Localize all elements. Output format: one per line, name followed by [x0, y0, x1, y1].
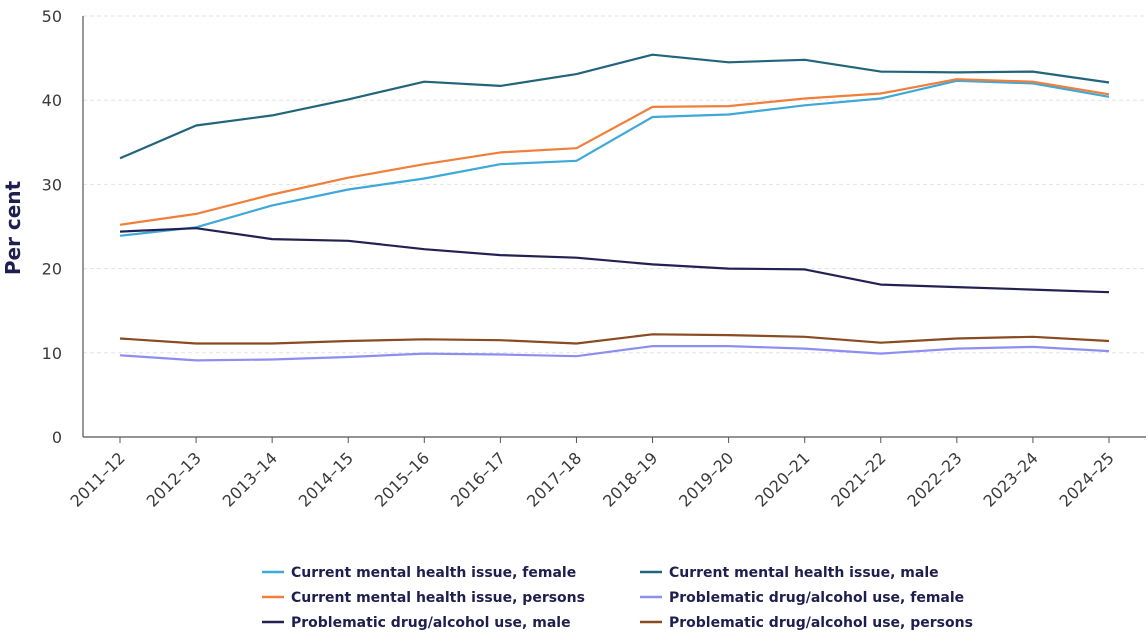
legend-label: Current mental health issue, female [291, 565, 576, 581]
x-tick-label: 2019–20 [675, 448, 737, 510]
legend-label: Current mental health issue, persons [291, 590, 585, 606]
x-tick-label: 2013–14 [219, 448, 281, 510]
y-tick-label: 30 [42, 175, 62, 194]
x-tick-label: 2020–21 [751, 448, 813, 510]
x-tick-label: 2022–23 [903, 448, 965, 510]
y-tick-label: 0 [52, 428, 62, 447]
series-lines [119, 53, 1110, 362]
x-tick-label: 2011–12 [67, 448, 129, 510]
x-tick-label: 2023–24 [979, 448, 1041, 510]
x-tick-label: 2017–18 [523, 448, 585, 510]
x-tick-label: 2016–17 [447, 448, 509, 510]
x-axis-ticks: 2011–12 2012–13 2013–14 2014–15 2015–16 2016–… [67, 437, 1118, 511]
x-tick-label: 2015–16 [371, 448, 433, 510]
y-tick-label: 50 [42, 7, 62, 26]
series-line-3 [119, 78, 1110, 226]
legend: Current mental health issue, female Curre… [262, 565, 973, 631]
series-line-5 [119, 227, 1110, 294]
series-line-2 [119, 53, 1110, 160]
series-line-4 [119, 345, 1110, 362]
grid [83, 15, 1146, 354]
y-tick-label: 40 [42, 91, 62, 110]
x-tick-label: 2021–22 [827, 448, 889, 510]
series-line-1 [119, 79, 1110, 237]
legend-label: Problematic drug/alcohol use, persons [669, 615, 973, 631]
series-line-6 [119, 333, 1110, 345]
y-tick-label: 20 [42, 260, 62, 279]
x-tick-label: 2014–15 [295, 448, 357, 510]
legend-label: Problematic drug/alcohol use, male [291, 615, 571, 631]
y-axis-ticks: 0 10 20 30 40 50 [42, 7, 62, 447]
legend-label: Problematic drug/alcohol use, female [669, 590, 964, 606]
y-axis-label: Per cent [1, 180, 25, 275]
y-tick-label: 10 [42, 344, 62, 363]
x-tick-label: 2024–25 [1056, 448, 1118, 510]
x-tick-label: 2012–13 [143, 448, 205, 510]
x-tick-label: 2018–19 [599, 448, 661, 510]
axes [82, 16, 1146, 438]
legend-label: Current mental health issue, male [669, 565, 939, 581]
